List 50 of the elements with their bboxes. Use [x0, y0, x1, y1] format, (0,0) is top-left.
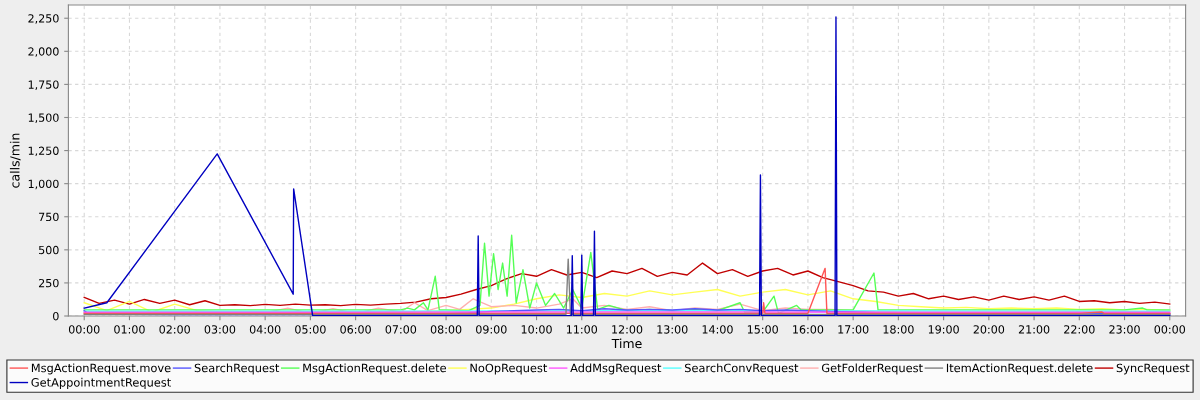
y-tick-label: 2,000 [28, 47, 59, 57]
legend-label: SearchRequest [194, 363, 280, 375]
legend-label: MsgActionRequest.move [31, 363, 171, 375]
y-tick-label: 1,000 [28, 179, 59, 190]
x-tick-label: 11:00 [566, 325, 598, 334]
legend-label: SyncRequest [1116, 363, 1190, 375]
x-tick-label: 03:00 [204, 325, 236, 334]
x-tick-label: 23:00 [1109, 325, 1140, 334]
y-tick-label: 500 [39, 245, 59, 255]
legend-label: NoOpRequest [470, 363, 548, 375]
x-tick-label: 21:00 [1018, 325, 1050, 334]
x-tick-label: 01:00 [114, 325, 145, 334]
x-tick-label: 05:00 [295, 325, 326, 334]
legend-label: GetFolderRequest [821, 363, 923, 375]
y-tick-label: 2,250 [28, 14, 59, 24]
x-tick-label: 22:00 [1064, 325, 1095, 334]
x-tick-label: 07:00 [385, 325, 417, 334]
legend-label: AddMsgRequest [570, 363, 662, 375]
y-tick-label: 750 [39, 212, 59, 222]
x-tick-label: 19:00 [928, 325, 959, 334]
x-tick-label: 13:00 [657, 325, 688, 334]
x-tick-label: 12:00 [612, 325, 643, 334]
line-series [83, 16, 1171, 316]
legend-label: SearchConvRequest [684, 363, 799, 375]
line-series [83, 262, 1171, 307]
x-axis-title: Time [611, 338, 642, 349]
y-axis-title: calls/min [9, 133, 21, 188]
x-tick-label: 08:00 [430, 325, 462, 334]
y-tick-label: 1,250 [28, 146, 59, 157]
x-tick-label: 02:00 [159, 325, 190, 334]
x-tick-label: 14:00 [702, 325, 733, 334]
x-tick-label: 15:00 [747, 325, 778, 334]
x-tick-label: 10:00 [521, 325, 552, 334]
x-tick-label: 20:00 [973, 325, 1005, 334]
y-tick-label: 1,750 [28, 80, 59, 90]
y-tick-label: 1,500 [28, 113, 59, 123]
x-tick-label: 16:00 [793, 325, 824, 334]
x-tick-label: 00:00 [1154, 325, 1186, 334]
x-tick-label: 17:00 [838, 325, 869, 334]
x-tick-label: 00:00 [68, 325, 100, 334]
y-tick-label: 250 [38, 278, 59, 288]
legend-label: MsgActionRequest.delete [303, 363, 446, 375]
x-tick-label: 09:00 [476, 325, 507, 334]
x-tick-label: 06:00 [340, 325, 371, 334]
legend-label: GetAppointmentRequest [31, 377, 171, 389]
legend-label: ItemActionRequest.delete [946, 363, 1093, 375]
x-tick-label: 04:00 [249, 325, 281, 334]
line-series [83, 267, 1171, 315]
x-tick-label: 18:00 [883, 325, 914, 334]
y-tick-label: 0 [53, 311, 59, 321]
